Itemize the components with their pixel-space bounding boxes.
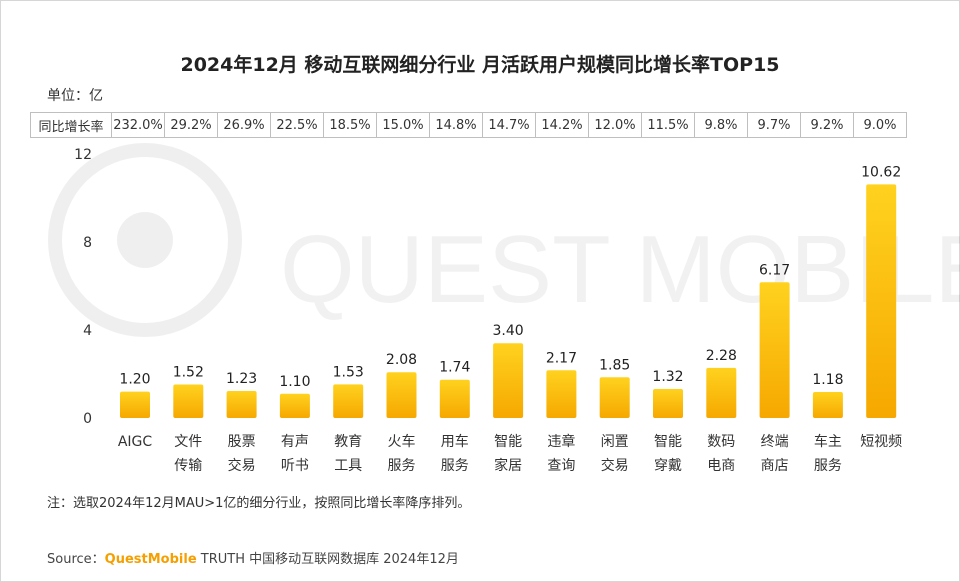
bar bbox=[759, 282, 790, 418]
growth-rate-cell: 9.8% bbox=[694, 112, 748, 138]
x-category-label: 数码 bbox=[707, 434, 735, 450]
y-tick-label: 0 bbox=[83, 411, 92, 427]
growth-rate-cell: 14.7% bbox=[482, 112, 536, 138]
watermark-dot-icon bbox=[117, 212, 173, 268]
bar-value-label: 1.10 bbox=[279, 374, 310, 390]
y-tick-label: 12 bbox=[74, 147, 92, 163]
bar bbox=[866, 184, 897, 418]
bar bbox=[812, 392, 843, 418]
y-tick-label: 8 bbox=[83, 235, 92, 251]
bar-value-label: 1.74 bbox=[439, 360, 470, 376]
x-category-label: 短视频 bbox=[860, 434, 902, 450]
bar bbox=[120, 391, 150, 418]
bar-value-label: 6.17 bbox=[759, 262, 790, 278]
bar bbox=[493, 343, 524, 418]
growth-rate-cell: 9.0% bbox=[853, 112, 907, 138]
source-rest: TRUTH 中国移动互联网数据库 2024年12月 bbox=[196, 552, 459, 567]
x-category-label: 股票 bbox=[228, 434, 256, 450]
bar-value-label: 3.40 bbox=[493, 323, 524, 339]
watermark-text: QUEST MOBILE bbox=[280, 216, 960, 323]
x-category-label: 智能 bbox=[654, 434, 682, 450]
bar-value-label: 1.20 bbox=[119, 372, 150, 388]
bar-value-label: 2.28 bbox=[706, 348, 737, 364]
x-category-label: 火车 bbox=[388, 433, 416, 450]
y-tick-label: 4 bbox=[83, 323, 92, 339]
x-category-label: 交易 bbox=[601, 457, 629, 474]
bar-value-label: 10.62 bbox=[861, 164, 901, 180]
bar-value-label: 2.17 bbox=[546, 350, 577, 366]
x-category-label: 智能 bbox=[494, 434, 522, 450]
x-category-label: 用车 bbox=[441, 433, 469, 450]
bar bbox=[599, 377, 630, 418]
x-category-label: 闲置 bbox=[601, 434, 629, 450]
bar-value-label: 2.08 bbox=[386, 352, 417, 368]
bar bbox=[226, 390, 257, 418]
bar bbox=[706, 367, 737, 418]
x-category-label: 家居 bbox=[494, 457, 522, 474]
footnote: 注：选取2024年12月MAU>1亿的细分行业，按照同比增长率降序排列。 bbox=[47, 496, 471, 511]
x-category-label: 穿戴 bbox=[654, 458, 682, 474]
x-category-label: 车主 bbox=[814, 433, 842, 450]
bar bbox=[173, 384, 204, 418]
unit-label: 单位：亿 bbox=[47, 88, 103, 104]
x-category-label: 电商 bbox=[707, 458, 735, 474]
growth-rate-cell: 14.2% bbox=[535, 112, 589, 138]
growth-rate-cell: 232.0% bbox=[111, 112, 165, 138]
bar bbox=[439, 379, 470, 418]
x-category-label: 交易 bbox=[228, 457, 256, 474]
growth-rate-cell: 11.5% bbox=[641, 112, 695, 138]
bar-value-label: 1.23 bbox=[226, 371, 257, 387]
x-category-label: 服务 bbox=[388, 458, 416, 474]
growth-rate-row: 同比增长率 232.0% 29.2% 26.9% 22.5% 18.5% 15.0% 14.… bbox=[30, 112, 907, 138]
x-category-label: 查询 bbox=[547, 458, 575, 474]
x-category-label: 违章 bbox=[547, 433, 575, 450]
source-line: Source：QuestMobile TRUTH 中国移动互联网数据库 2024… bbox=[47, 548, 459, 567]
growth-rate-cell: 9.2% bbox=[800, 112, 854, 138]
x-category-label: 商店 bbox=[761, 458, 789, 474]
growth-rate-cell: 29.2% bbox=[164, 112, 218, 138]
bar bbox=[333, 384, 364, 418]
x-category-label: AIGC bbox=[118, 434, 153, 450]
bar-value-label: 1.53 bbox=[333, 364, 364, 380]
x-category-label: 传输 bbox=[174, 458, 202, 474]
growth-rate-cell: 26.9% bbox=[217, 112, 271, 138]
growth-rate-cell: 9.7% bbox=[747, 112, 801, 138]
growth-rate-table: 同比增长率 232.0% 29.2% 26.9% 22.5% 18.5% 15.0% 14.… bbox=[30, 112, 907, 138]
bar bbox=[386, 372, 417, 418]
chart-title: 2024年12月 移动互联网细分行业 月活跃用户规模同比增长率TOP15 bbox=[180, 54, 780, 76]
growth-rate-cell: 22.5% bbox=[270, 112, 324, 138]
source-prefix: Source： bbox=[47, 552, 105, 567]
bar-value-label: 1.85 bbox=[599, 357, 630, 373]
x-category-label: 文件 bbox=[174, 434, 202, 450]
bar-value-label: 1.52 bbox=[173, 365, 204, 381]
bar bbox=[653, 388, 683, 418]
x-category-label: 服务 bbox=[814, 458, 842, 474]
growth-rate-cell: 14.8% bbox=[429, 112, 483, 138]
x-category-label: 听书 bbox=[281, 458, 309, 474]
growth-rate-cell: 18.5% bbox=[323, 112, 377, 138]
watermark-ring-icon bbox=[48, 143, 242, 337]
source-brand: QuestMobile bbox=[104, 552, 197, 567]
x-category-label: 服务 bbox=[441, 458, 469, 474]
x-category-label: 终端 bbox=[761, 434, 789, 450]
bar bbox=[279, 393, 310, 418]
bar bbox=[546, 370, 577, 418]
x-category-label: 教育 bbox=[334, 434, 362, 450]
bar-value-label: 1.32 bbox=[652, 369, 683, 385]
x-category-label: 工具 bbox=[334, 458, 362, 474]
x-category-label: 有声 bbox=[281, 434, 309, 450]
growth-rate-cell: 15.0% bbox=[376, 112, 430, 138]
bar-value-label: 1.18 bbox=[812, 372, 843, 388]
